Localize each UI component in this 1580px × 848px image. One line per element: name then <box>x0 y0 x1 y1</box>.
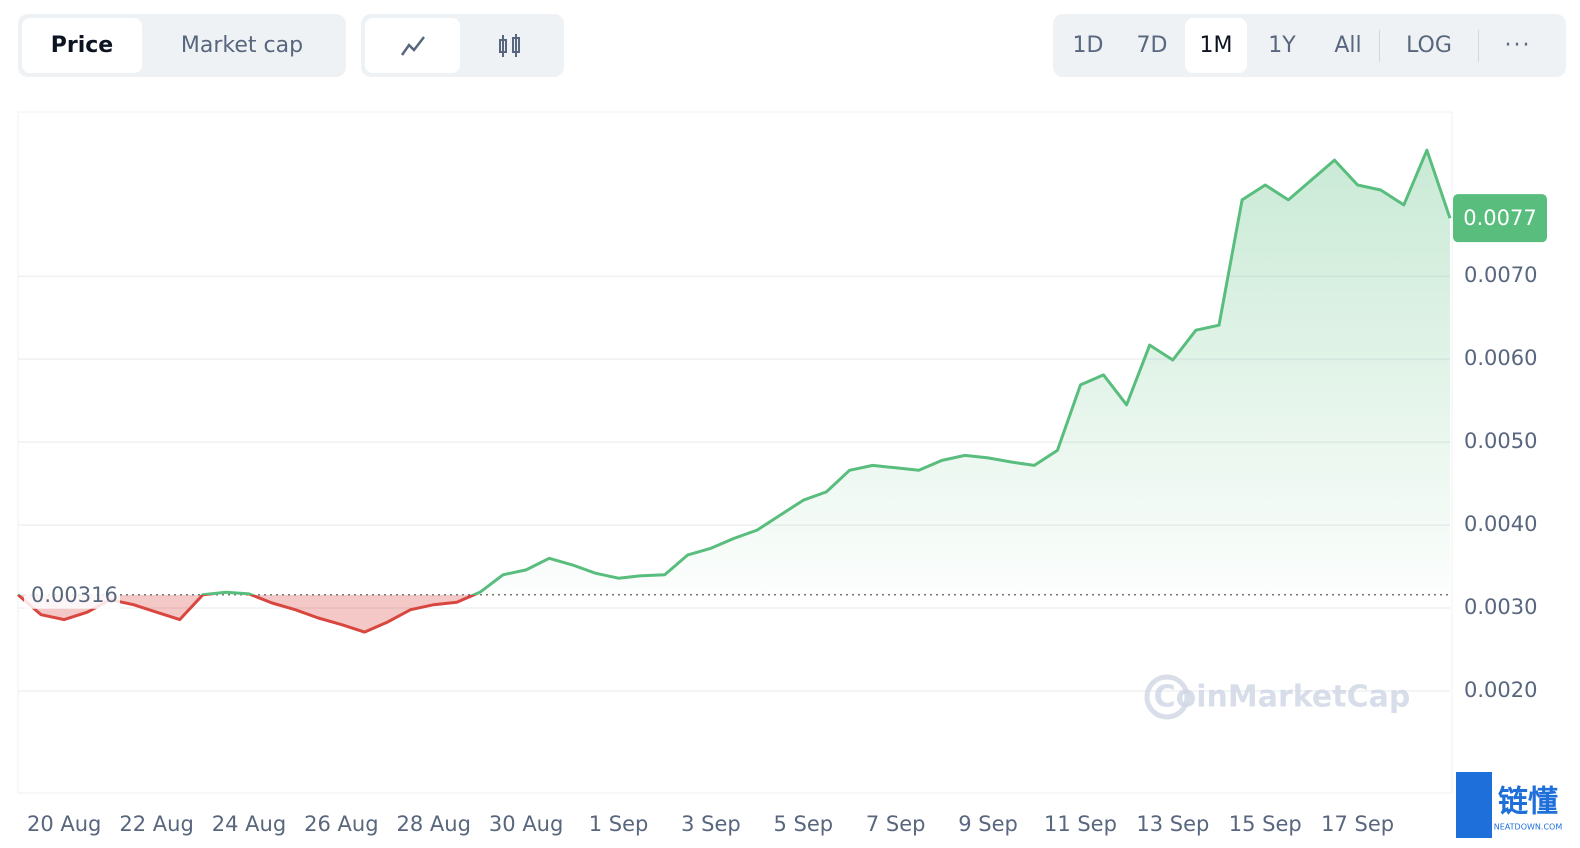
line-icon <box>400 35 425 56</box>
range-group: 1D 7D 1M 1Y All LOG ··· <box>1053 14 1566 77</box>
x-tick-label: 30 Aug <box>489 812 563 836</box>
range-button[interactable]: 1M <box>1185 18 1247 73</box>
plot-frame <box>17 111 1453 794</box>
baseline-label-bg <box>24 580 120 609</box>
price-line <box>17 148 1452 634</box>
x-tick-label: 3 Sep <box>681 812 741 836</box>
y-tick-label: 0.0020 <box>1464 678 1537 702</box>
watermark: CoinMarketCap <box>1154 680 1411 715</box>
more-button[interactable]: ··· <box>1504 33 1532 58</box>
chart-style-group <box>361 14 564 77</box>
range-button[interactable]: 7D <box>1136 33 1168 58</box>
x-tick-label: 13 Sep <box>1136 812 1209 836</box>
last-price-badge <box>1453 194 1547 243</box>
range-button[interactable]: 1D <box>1072 33 1104 58</box>
y-tick-label: 0.0060 <box>1464 346 1537 370</box>
divider <box>1379 29 1380 62</box>
divider <box>1478 29 1479 62</box>
corner-logo-title: 链懂 <box>1498 785 1558 820</box>
candle-icon <box>499 33 520 57</box>
corner-logo-subtitle: NEATDOWN.COM <box>1494 823 1563 832</box>
candle-style-button[interactable] <box>460 18 560 73</box>
last-price-label: 0.0077 <box>1463 206 1536 230</box>
corner-logo-mark <box>1456 772 1492 838</box>
tab-group: Price Market cap <box>18 14 346 77</box>
x-tick-label: 26 Aug <box>304 812 378 836</box>
range-button[interactable]: 1Y <box>1268 33 1296 58</box>
x-tick-label: 9 Sep <box>958 812 1018 836</box>
line-style-button[interactable] <box>365 18 460 73</box>
x-tick-label: 28 Aug <box>397 812 471 836</box>
range-button[interactable]: All <box>1334 33 1362 58</box>
x-tick-label: 20 Aug <box>27 812 101 836</box>
price-area <box>18 150 1450 633</box>
x-tick-label: 5 Sep <box>773 812 833 836</box>
log-button[interactable]: LOG <box>1406 33 1452 58</box>
y-tick-label: 0.0030 <box>1464 595 1537 619</box>
x-tick-label: 24 Aug <box>212 812 286 836</box>
y-tick-label: 0.0070 <box>1464 263 1537 287</box>
y-tick-label: 0.0050 <box>1464 429 1537 453</box>
x-tick-label: 17 Sep <box>1321 812 1394 836</box>
x-tick-label: 11 Sep <box>1044 812 1117 836</box>
tab[interactable]: Price <box>22 18 142 73</box>
baseline-label: 0.00316 <box>31 583 118 607</box>
x-tick-label: 15 Sep <box>1229 812 1302 836</box>
x-tick-label: 22 Aug <box>119 812 193 836</box>
watermark-logo <box>1144 674 1190 720</box>
x-tick-label: 1 Sep <box>589 812 649 836</box>
x-tick-label: 7 Sep <box>866 812 926 836</box>
y-tick-label: 0.0040 <box>1464 512 1537 536</box>
tab[interactable]: Market cap <box>180 33 304 58</box>
